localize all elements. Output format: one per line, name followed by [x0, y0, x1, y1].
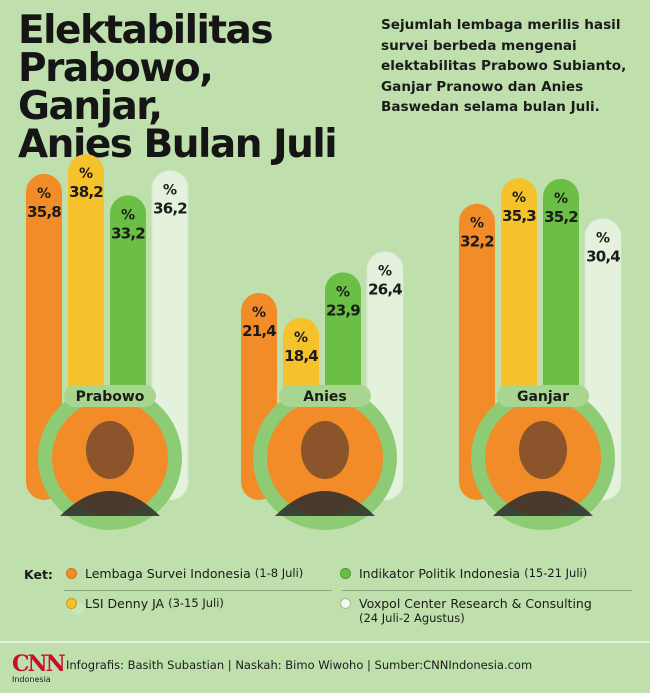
bar-label-prabowo-lembaga-survei-indonesia: 35,8 — [27, 203, 61, 221]
bar-label-unit-anies-indikator-politik-indonesia: % — [336, 284, 350, 300]
cnn-logo-sub: Indonesia — [12, 675, 51, 684]
name-pill-anies — [279, 385, 371, 407]
name-pill-ganjar — [497, 385, 589, 407]
legend-name-lsi: Lembaga Survei Indonesia — [85, 566, 251, 581]
portrait-shoulders-prabowo — [60, 491, 160, 516]
subtitle-line-5: Baswedan selama bulan Juli. — [381, 99, 600, 115]
title-line-1: Elektabilitas — [18, 8, 274, 53]
category-label-ganjar: Ganjar — [517, 389, 569, 405]
legend-item-denny: LSI Denny JA (3-15 Juli) — [66, 596, 224, 611]
bar-label-anies-lsi-denny-ja: 18,4 — [284, 347, 318, 365]
bar-label-prabowo-lsi-denny-ja: 38,2 — [69, 183, 103, 201]
legend: Ket: Lembaga Survei Indonesia (1-8 Juli)… — [24, 566, 634, 636]
legend-item-lsi: Lembaga Survei Indonesia (1-8 Juli) — [66, 566, 303, 581]
name-pill-prabowo — [64, 385, 156, 407]
credits: Infografis: Basith Subastian | Naskah: B… — [66, 658, 533, 672]
bar-label-unit-anies-lsi-denny-ja: % — [294, 330, 308, 346]
cnn-logo: CNN Indonesia — [12, 651, 66, 685]
title-line-3: Anies Bulan Juli — [18, 122, 338, 167]
legend-period-voxpol: (24 Juli-2 Agustus) — [359, 611, 465, 625]
portrait-head-ganjar — [519, 421, 567, 479]
bar-label-unit-anies-voxpol-center-research-consulting: % — [378, 264, 392, 280]
legend-period-lsi: (1-8 Juli) — [254, 566, 304, 580]
bar-label-unit-prabowo-lsi-denny-ja: % — [79, 166, 93, 182]
bar-label-prabowo-voxpol-center-research-consulting: 36,2 — [153, 200, 187, 218]
portrait-head-prabowo — [86, 421, 134, 479]
bar-label-ganjar-lsi-denny-ja: 35,3 — [502, 207, 536, 225]
bar-label-ganjar-voxpol-center-research-consulting: 30,4 — [586, 248, 620, 266]
legend-swatch-denny — [66, 598, 77, 609]
bar-label-prabowo-indikator-politik-indonesia: 33,2 — [111, 224, 145, 242]
bar-label-unit-ganjar-indikator-politik-indonesia: % — [554, 191, 568, 207]
bar-label-anies-lembaga-survei-indonesia: 21,4 — [242, 322, 276, 340]
portrait-shoulders-ganjar — [493, 491, 593, 516]
legend-swatch-voxpol — [340, 598, 351, 609]
cnn-logo-mark: CNN — [12, 651, 66, 677]
bar-label-unit-prabowo-voxpol-center-research-consulting: % — [163, 183, 177, 199]
legend-name-denny: LSI Denny JA — [85, 596, 165, 611]
portrait-shoulders-anies — [275, 491, 375, 516]
subtitle-line-2: survei berbeda mengenai — [381, 37, 577, 54]
bar-label-unit-anies-lembaga-survei-indonesia: % — [252, 305, 266, 321]
legend-item-indikator: Indikator Politik Indonesia (15-21 Juli) — [340, 566, 587, 581]
legend-name-voxpol: Voxpol Center Research & Consulting — [359, 596, 592, 611]
category-label-prabowo: Prabowo — [76, 389, 145, 405]
bar-label-ganjar-indikator-politik-indonesia: 35,2 — [544, 208, 578, 226]
title-line-2: Prabowo, Ganjar, — [18, 46, 214, 129]
subtitle-line-1: Sejumlah lembaga merilis hasil — [381, 17, 621, 33]
legend-divider-left — [64, 590, 332, 591]
bar-label-unit-ganjar-lsi-denny-ja: % — [512, 190, 526, 206]
subtitle-line-4: Ganjar Pranowo dan Anies — [381, 78, 584, 95]
page-title: Elektabilitas Prabowo, Ganjar, Anies Bul… — [18, 8, 348, 167]
bar-label-ganjar-lembaga-survei-indonesia: 32,2 — [460, 233, 494, 251]
bar-label-unit-prabowo-indikator-politik-indonesia: % — [121, 207, 135, 223]
category-label-anies: Anies — [303, 389, 346, 405]
subtitle: Sejumlah lembaga merilis hasil survei be… — [381, 15, 646, 118]
legend-swatch-lsi — [66, 568, 77, 579]
legend-divider-right — [342, 590, 632, 591]
bar-label-unit-ganjar-voxpol-center-research-consulting: % — [596, 231, 610, 247]
footer: CNN Indonesia Infografis: Basith Subasti… — [0, 641, 650, 693]
legend-label: Ket: — [24, 567, 53, 582]
legend-item-voxpol: Voxpol Center Research & Consulting (24 … — [340, 596, 592, 625]
legend-name-indikator: Indikator Politik Indonesia — [359, 566, 521, 581]
legend-period-indikator: (15-21 Juli) — [524, 566, 588, 580]
portrait-head-anies — [301, 421, 349, 479]
bar-label-unit-prabowo-lembaga-survei-indonesia: % — [37, 186, 51, 202]
subtitle-line-3: elektabilitas Prabowo Subianto, — [381, 58, 627, 74]
bar-label-unit-ganjar-lembaga-survei-indonesia: % — [470, 216, 484, 232]
legend-period-denny: (3-15 Juli) — [168, 596, 224, 610]
legend-swatch-indikator — [340, 568, 351, 579]
bar-label-anies-voxpol-center-research-consulting: 26,4 — [368, 281, 402, 299]
bar-label-anies-indikator-politik-indonesia: 23,9 — [326, 301, 360, 319]
